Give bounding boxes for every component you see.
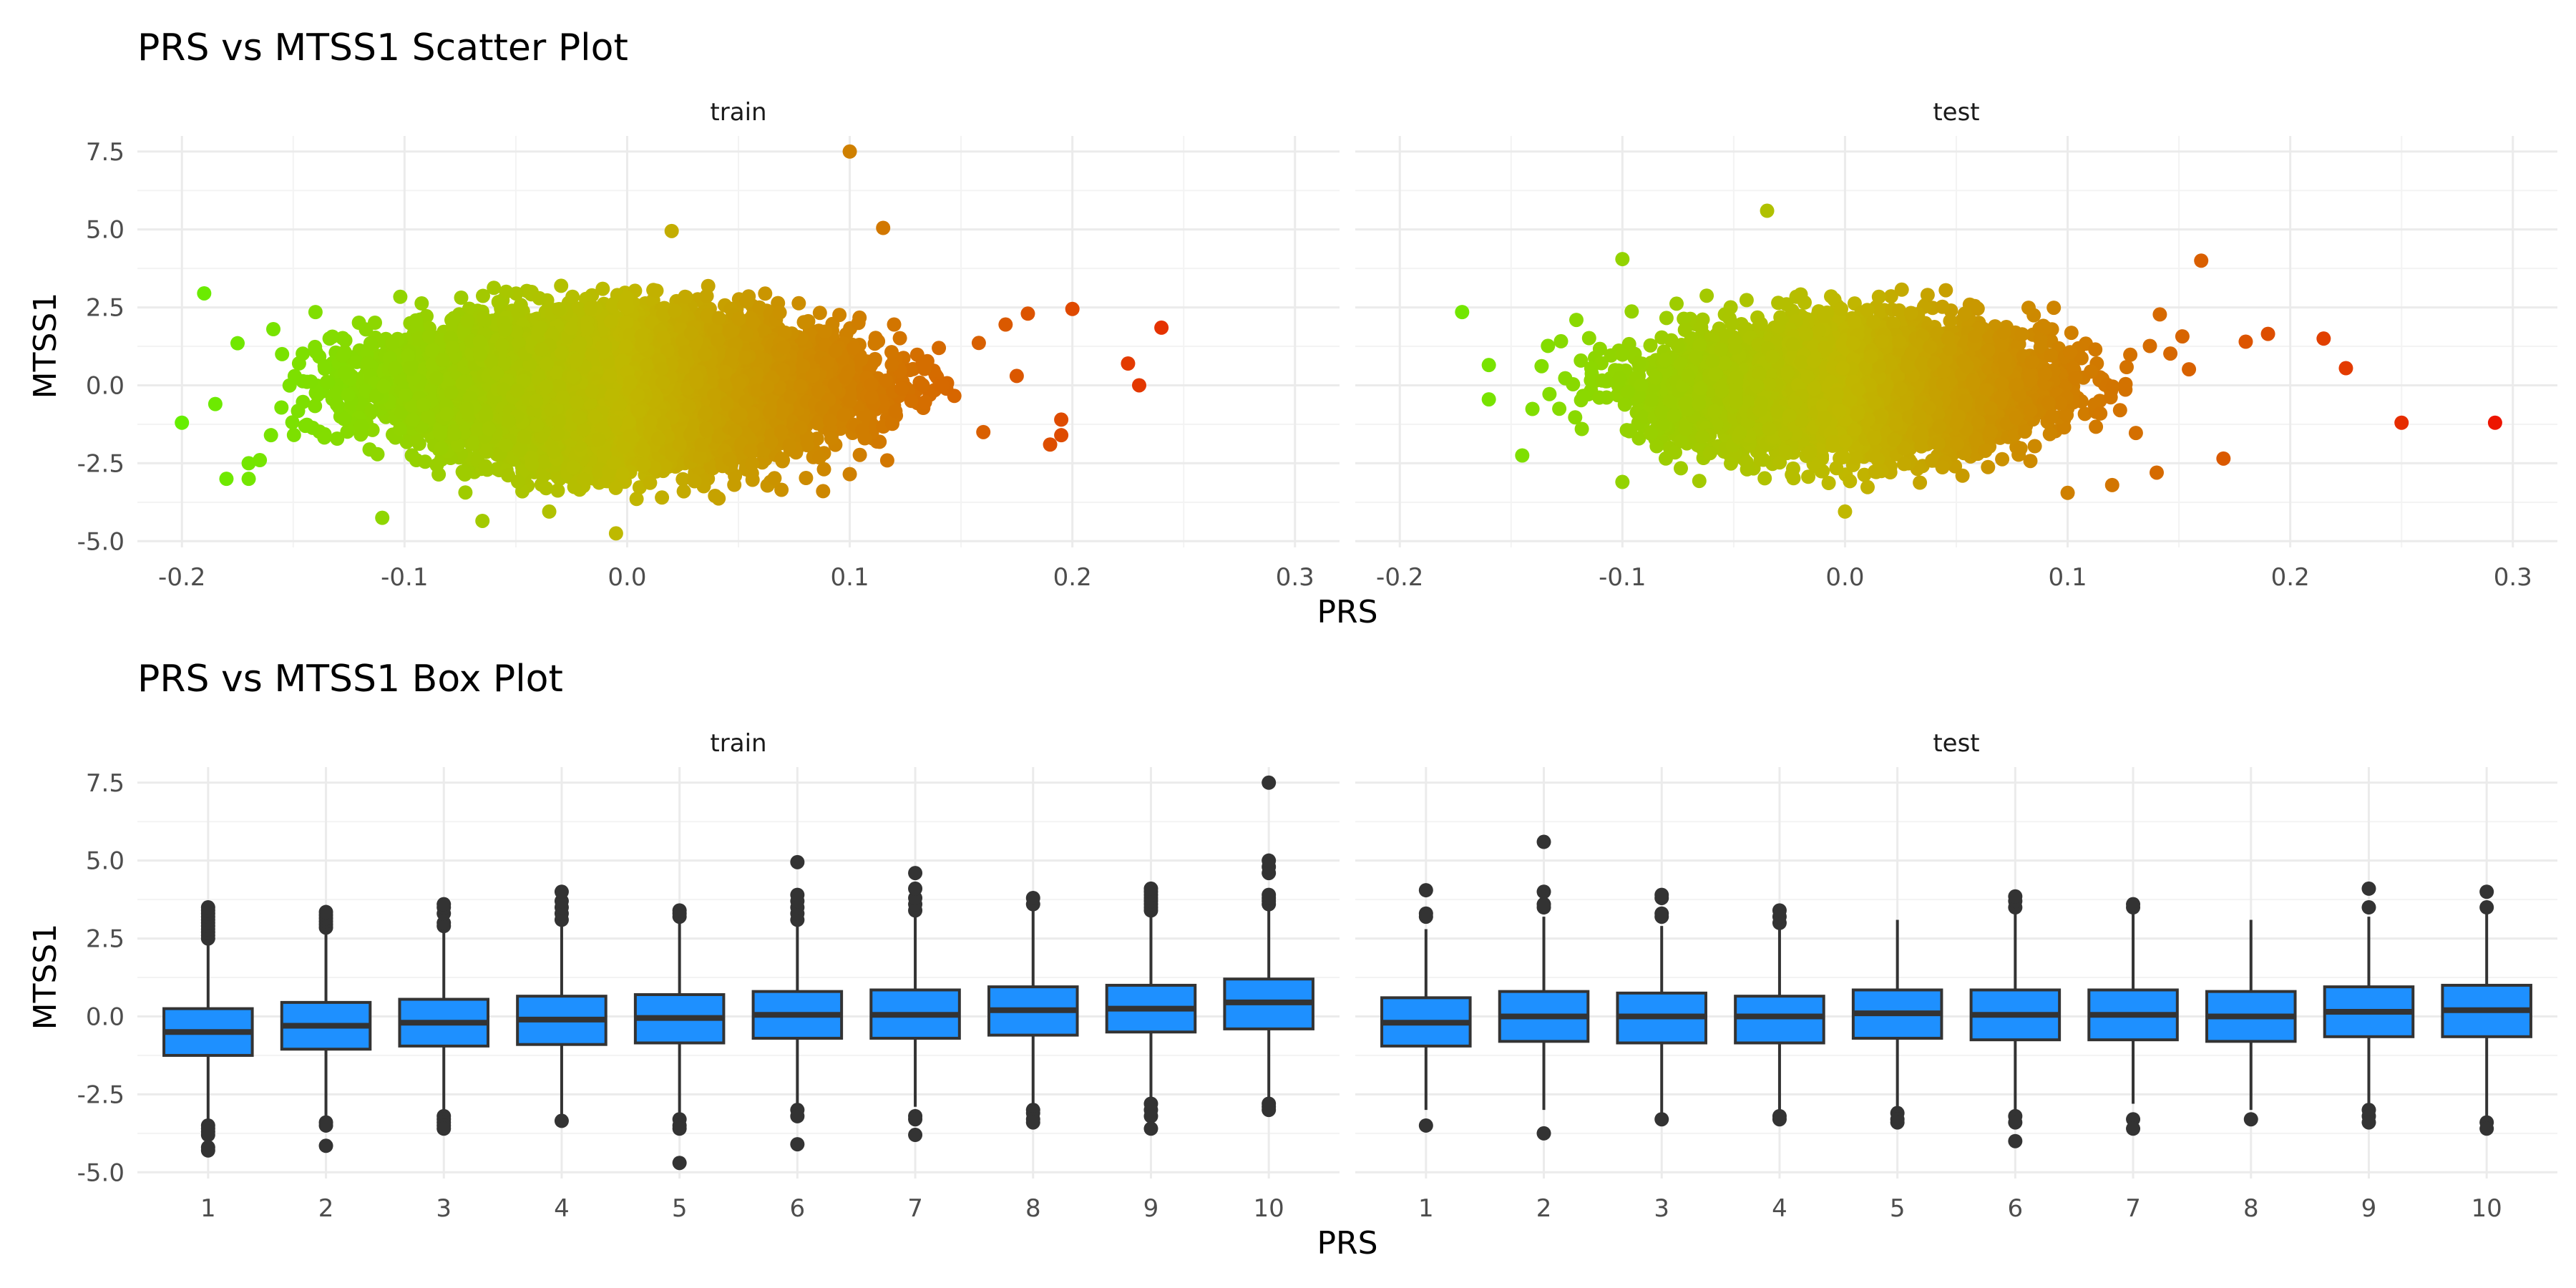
scatter-point [971,336,986,351]
scatter-point [791,296,806,311]
scatter-point [758,286,773,301]
scatter-point [370,447,385,462]
scatter-strip-test: test [1933,98,1979,127]
scatter-point [274,400,289,415]
scatter-point [330,431,345,446]
scatter-point [286,427,301,442]
scatter-panel-train [137,136,1340,547]
scatter-cloud-train [175,144,1169,541]
scatter-title: PRS vs MTSS1 Scatter Plot [137,26,628,69]
scatter-point [649,283,664,298]
scatter-strip-train: train [710,98,766,127]
